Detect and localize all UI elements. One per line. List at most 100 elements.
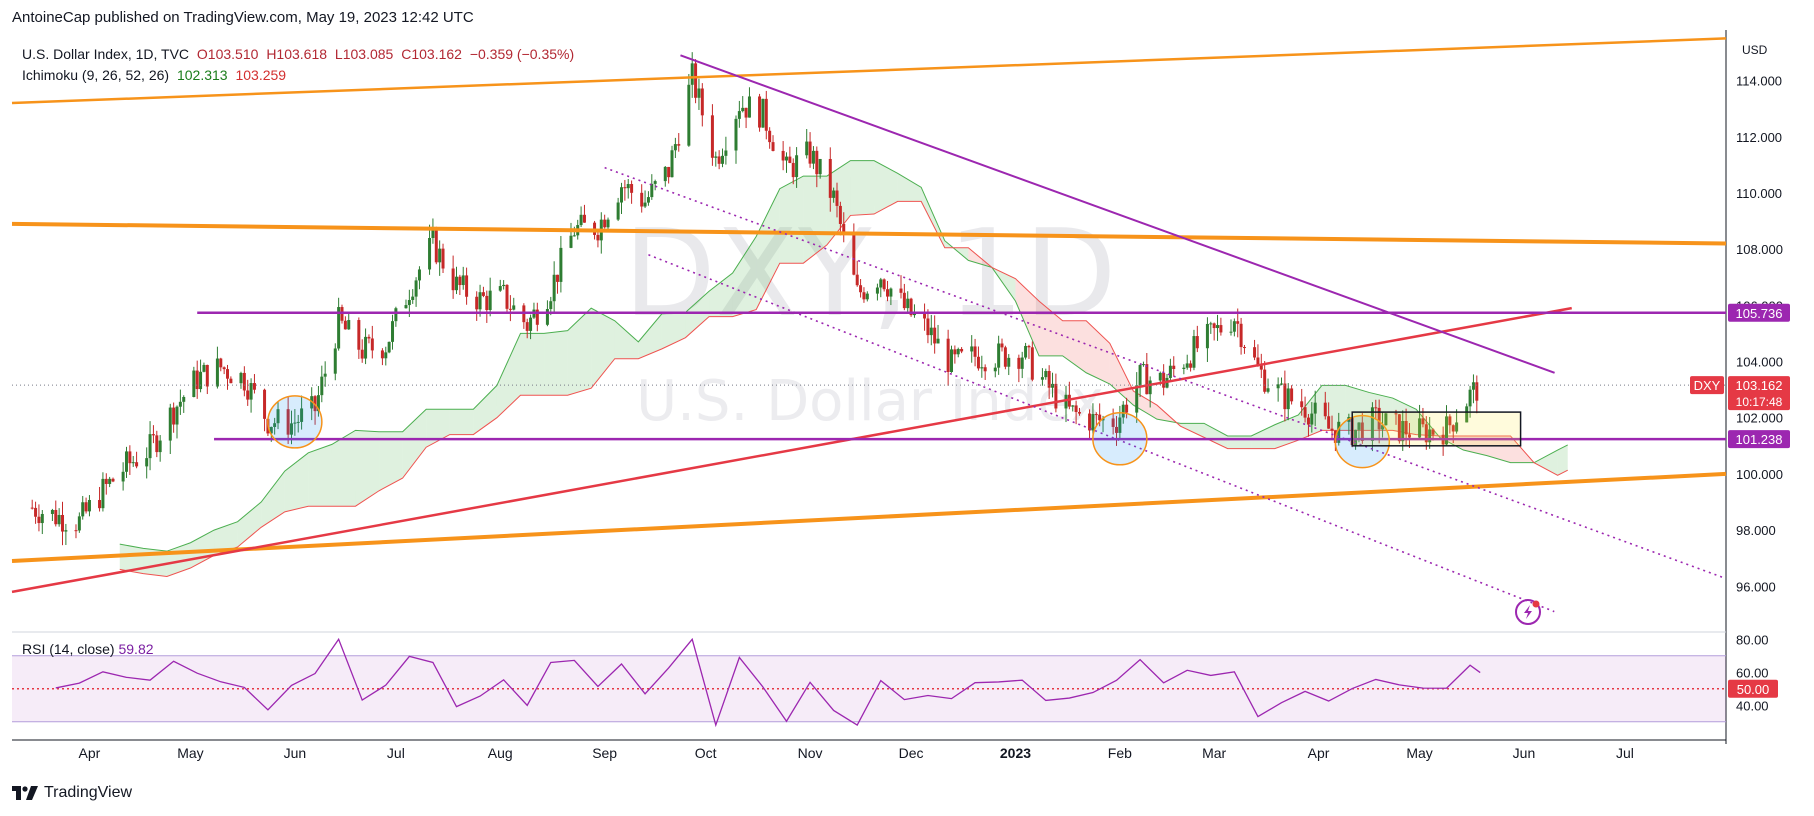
candle-down: [525, 322, 529, 331]
candle-down: [1424, 424, 1428, 443]
candle-up: [148, 434, 152, 459]
candle-down: [219, 358, 223, 368]
candle-down: [1125, 404, 1129, 413]
alert-icon-dot: [1532, 600, 1540, 608]
candle-down: [508, 308, 512, 310]
candle-up: [121, 471, 125, 482]
candle-down: [34, 507, 38, 517]
alert-icon[interactable]: [1515, 599, 1541, 625]
symbol-legend[interactable]: U.S. Dollar Index, 1D, TVC O103.510 H103…: [22, 44, 578, 86]
time-tick-label: May: [1406, 745, 1432, 761]
candle-down: [556, 274, 560, 282]
price-axis-unit: USD: [1742, 43, 1768, 57]
cloud-segment: [874, 160, 898, 215]
cloud-segment: [331, 430, 356, 507]
candle-up: [1310, 413, 1314, 425]
cloud-segment: [214, 521, 238, 556]
candle-down: [791, 162, 795, 178]
candle-up: [50, 509, 54, 514]
candle-up: [40, 513, 44, 524]
legend-high: H103.618: [266, 46, 328, 62]
candle-down: [263, 389, 267, 419]
candle-up: [101, 478, 105, 509]
candle-up: [87, 499, 91, 512]
candle-down: [37, 516, 41, 524]
cloud-segment: [897, 173, 922, 202]
candle-down: [926, 318, 930, 336]
rsi-legend[interactable]: RSI (14, close) 59.82: [22, 641, 154, 657]
candle-up: [431, 229, 435, 238]
time-tick-label: Jul: [387, 745, 405, 761]
candle-up: [64, 530, 68, 532]
candle-down: [441, 248, 445, 269]
price-tick-label: 102.000: [1736, 411, 1783, 426]
candle-up: [239, 372, 243, 384]
candle-down: [1111, 418, 1115, 427]
price-tick-label: 108.000: [1736, 242, 1783, 257]
publish-header: AntoineCap published on TradingView.com,…: [12, 9, 474, 26]
candle-up: [687, 84, 691, 146]
candle-down: [380, 350, 384, 359]
price-tag-label: 105.736: [1736, 306, 1783, 321]
candle-down: [1404, 421, 1408, 435]
candle-up: [1138, 365, 1142, 386]
candle-up: [643, 202, 647, 207]
time-tick-label: Apr: [1308, 745, 1330, 761]
time-tick-label: Aug: [488, 745, 513, 761]
tradingview-brand[interactable]: TradingView: [12, 784, 132, 802]
candle-down: [909, 298, 913, 316]
dotted-channel-lower: [648, 254, 1555, 613]
candle-up: [1040, 377, 1044, 380]
legend-ichimoku-a: 102.313: [176, 67, 228, 83]
candle-down: [1330, 428, 1334, 431]
price-axis[interactable]: 114.000112.000110.000108.000106.000104.0…: [1736, 74, 1783, 595]
candle-up: [1337, 421, 1341, 443]
cloud-segment: [237, 502, 262, 547]
candle-down: [128, 451, 132, 464]
cloud-segment: [1298, 385, 1322, 441]
candle-up: [333, 348, 337, 374]
candle-down: [1094, 414, 1098, 416]
candle-up: [980, 367, 984, 369]
candle-down: [1219, 325, 1223, 333]
candle-up: [1384, 413, 1388, 426]
candle-up: [912, 313, 916, 316]
last-price-value: 103.162: [1736, 378, 1783, 393]
candle-down: [1189, 363, 1193, 368]
candle-up: [529, 317, 533, 331]
swing-low-circle: [1334, 414, 1391, 469]
candle-down: [781, 150, 785, 161]
candle-up: [182, 396, 186, 402]
cloud-segment: [826, 160, 851, 245]
candle-up: [1455, 422, 1459, 432]
candle-up: [714, 156, 718, 158]
rsi-value: 59.82: [118, 641, 154, 657]
candle-down: [1027, 345, 1031, 348]
candle-up: [145, 458, 149, 467]
rsi-midline-tag-bg: [1728, 679, 1778, 698]
candle-up: [488, 290, 492, 310]
candle-up: [249, 383, 253, 400]
candle-up: [950, 349, 954, 373]
candle-up: [202, 364, 206, 372]
candle-down: [74, 530, 78, 532]
price-labels: 105.736 101.238 DXY 103.162 10:17:48: [1690, 303, 1790, 449]
candle-up: [929, 327, 933, 336]
candle-up: [1401, 421, 1405, 442]
candle-up: [865, 293, 869, 300]
candle-up: [619, 187, 623, 203]
candle-up: [1007, 357, 1011, 367]
candle-down: [838, 205, 842, 224]
time-axis[interactable]: Apr May Jun Jul Aug Sep Oct Nov Dec 2023 Feb Mar Apr…: [79, 745, 1634, 761]
candle-down: [771, 142, 775, 151]
mid-orange-trendline: [11, 221, 1727, 246]
cloud-segment: [119, 544, 144, 574]
cloud-segment: [732, 236, 757, 317]
time-tick-label: Jul: [1616, 745, 1634, 761]
candle-up: [158, 440, 162, 453]
cloud-segment: [850, 160, 875, 216]
candle-down: [1000, 343, 1004, 348]
last-price-tag-bg: [1728, 376, 1790, 411]
candle-up: [734, 118, 738, 151]
